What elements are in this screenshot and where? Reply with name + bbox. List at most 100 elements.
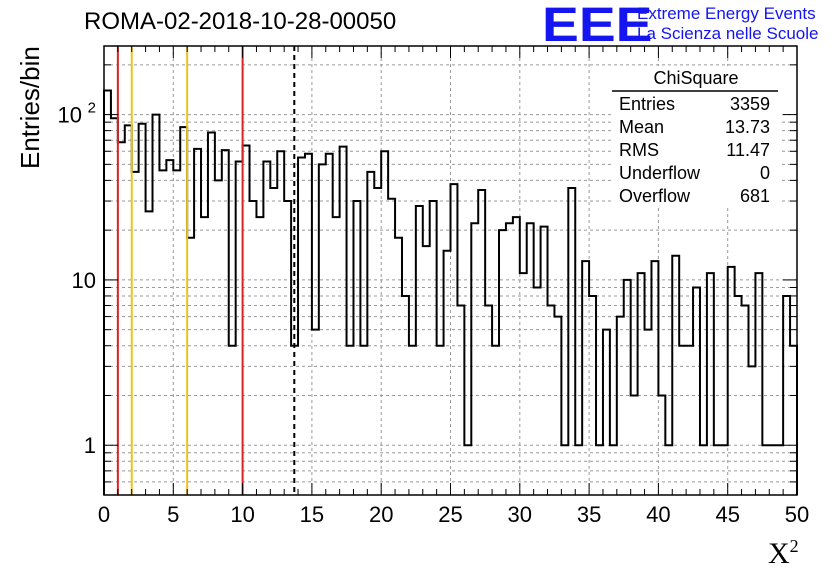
histogram-bins — [103, 89, 798, 495]
eee-logo: EEE — [542, 0, 653, 52]
histogram-bin — [173, 170, 180, 495]
histogram-bin — [527, 223, 534, 495]
y-tick-label: 10 — [58, 103, 82, 128]
histogram-bin — [146, 211, 153, 495]
histogram-bin — [250, 201, 257, 495]
histogram-bin — [721, 445, 728, 495]
histogram-bin — [180, 127, 187, 495]
histogram-bin — [201, 217, 208, 495]
stats-label: RMS — [619, 140, 659, 160]
histogram-bin — [548, 306, 555, 495]
histogram-bin — [520, 273, 527, 495]
stats-label: Mean — [619, 117, 664, 137]
histogram-bin — [215, 180, 222, 495]
histogram-bin — [617, 317, 624, 495]
histogram-outline — [103, 89, 798, 495]
histogram-bin — [534, 287, 541, 495]
histogram-bin — [693, 287, 700, 495]
histogram-bin — [610, 445, 617, 495]
histogram-bin — [243, 146, 250, 495]
histogram-bin — [263, 162, 270, 495]
reference-lines — [116, 46, 296, 495]
histogram-bin — [388, 199, 395, 495]
histogram-bin — [631, 395, 638, 495]
x-tick-label: 20 — [369, 502, 393, 527]
stats-background — [612, 66, 780, 208]
histogram-bin — [568, 188, 575, 495]
logo-tagline-2: La Scienza nelle Scuole — [637, 24, 819, 43]
x-tick-label: 5 — [167, 502, 179, 527]
histogram-bin — [340, 147, 347, 495]
histogram-bin — [430, 201, 437, 495]
histogram-bin — [478, 190, 485, 495]
x-tick-label: 40 — [646, 502, 670, 527]
histogram-bin — [277, 151, 284, 495]
x-tick-label: 0 — [98, 502, 110, 527]
histogram-bin — [651, 261, 658, 495]
histogram-bin — [742, 306, 749, 495]
stats-box: ChiSquare Entries 3359 Mean 13.73 RMS 11.47 Und… — [612, 66, 780, 208]
histogram-bin — [582, 261, 589, 495]
chart-title: ROMA-02-2018-10-28-00050 — [84, 8, 397, 35]
histogram-bin — [194, 149, 201, 495]
stats-value: 0 — [760, 163, 770, 183]
histogram-bin — [707, 273, 714, 495]
histogram-bin — [111, 118, 118, 495]
stats-value: 13.73 — [725, 117, 770, 137]
histogram-bin — [222, 150, 229, 495]
histogram-bin — [748, 366, 755, 495]
histogram-bin — [166, 160, 173, 495]
histogram-bin — [270, 188, 277, 495]
histogram-bin — [624, 280, 631, 495]
histogram-bin — [589, 296, 596, 495]
histogram-bin — [402, 296, 409, 495]
histogram-bin — [783, 296, 790, 495]
histogram-bin — [333, 217, 340, 495]
x-tick-label: 30 — [508, 502, 532, 527]
histogram-bin — [132, 172, 139, 495]
histogram-bin — [395, 238, 402, 495]
stats-value: 11.47 — [726, 140, 770, 160]
histogram-bin — [728, 267, 735, 495]
histogram-bin — [679, 346, 686, 495]
stats-value: 3359 — [730, 94, 770, 114]
histogram-bin — [755, 273, 762, 495]
histogram-bin — [686, 346, 693, 495]
histogram-bin — [714, 445, 721, 495]
x-tick-label: 50 — [785, 502, 809, 527]
histogram-bin — [256, 217, 263, 495]
histogram-bin — [638, 273, 645, 495]
histogram-bin — [353, 201, 360, 495]
histogram-bin — [125, 125, 132, 495]
histogram-bin — [451, 184, 458, 495]
histogram-bin — [464, 445, 471, 495]
histogram-bin — [153, 115, 160, 495]
histogram-bin — [554, 317, 561, 495]
histogram-bin — [457, 306, 464, 495]
histogram-bin — [305, 154, 312, 495]
x-axis-label: X2 — [768, 536, 799, 570]
histogram-bin — [312, 330, 319, 495]
histogram-bin — [381, 151, 388, 495]
stats-label: Overflow — [619, 186, 691, 206]
histogram-bin — [603, 330, 610, 495]
y-tick-label: 10 — [72, 268, 96, 293]
histogram-bin — [513, 217, 520, 495]
histogram-bin — [236, 162, 243, 495]
histogram-bin — [700, 445, 707, 495]
histogram-bin — [139, 124, 146, 495]
x-tick-label: 35 — [577, 502, 601, 527]
histogram-bin — [326, 154, 333, 495]
histogram-bin — [159, 170, 166, 495]
histogram-bin — [409, 346, 416, 495]
histogram-bin — [444, 251, 451, 495]
x-tick-label: 10 — [230, 502, 254, 527]
histogram-bin — [776, 445, 783, 495]
y-tick-label: 1 — [84, 433, 96, 458]
histogram-bin — [485, 306, 492, 495]
histogram-bin — [118, 142, 125, 495]
histogram-bin — [284, 201, 291, 495]
histogram-bin — [298, 158, 305, 495]
histogram-bin — [769, 445, 776, 495]
